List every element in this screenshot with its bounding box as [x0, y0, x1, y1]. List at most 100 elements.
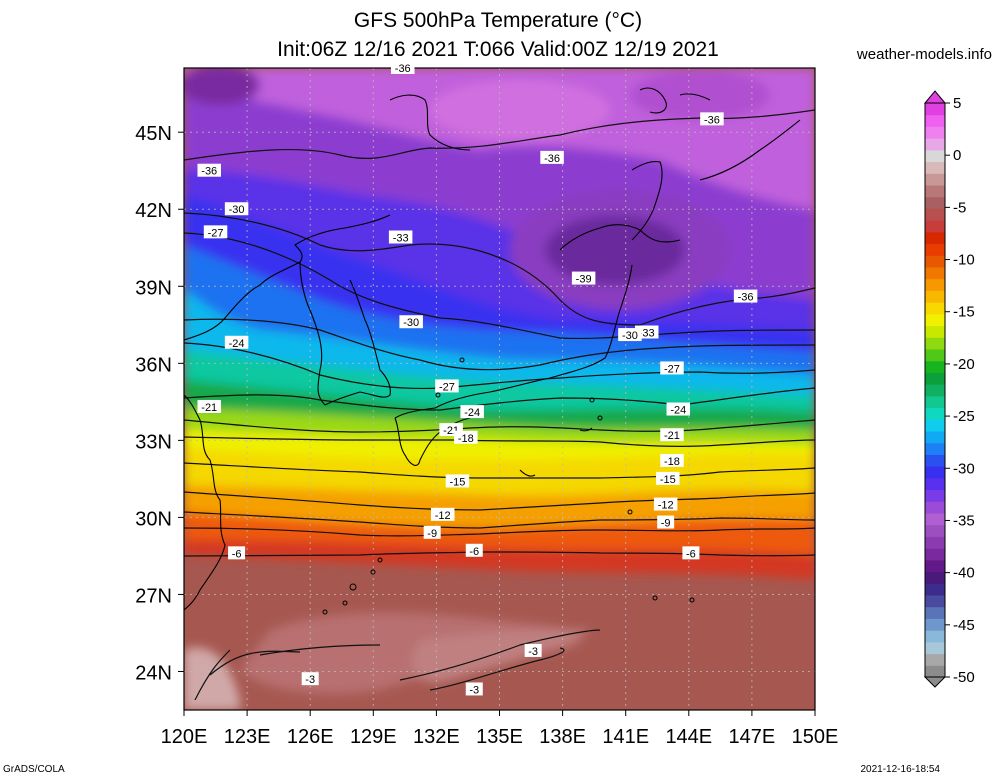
- contour-label-bg: [666, 402, 691, 416]
- contour-label: -24: [464, 407, 480, 419]
- colorbar-swatch: [925, 466, 945, 479]
- colorbar-swatch: [925, 419, 945, 432]
- lat-label: 33N: [135, 431, 172, 453]
- lon-label: 135E: [476, 726, 523, 748]
- contour-label: -3: [305, 674, 315, 686]
- contour-label: -27: [208, 227, 224, 239]
- colorbar-swatch: [925, 185, 945, 198]
- lon-label: 126E: [287, 726, 334, 748]
- colorbar-swatch: [925, 442, 945, 455]
- lon-label: 141E: [602, 726, 649, 748]
- contour-label: -15: [660, 474, 676, 486]
- colorbar-swatch: [925, 524, 945, 537]
- contour-label-bg: [224, 202, 249, 216]
- lat-label: 45N: [135, 123, 172, 145]
- lon-label: 129E: [350, 726, 397, 748]
- colorbar-swatch: [925, 290, 945, 303]
- contour-label: -21: [201, 402, 217, 414]
- contour-label-bg: [301, 672, 319, 686]
- lon-label: 150E: [792, 726, 839, 748]
- colorbar-frame: [924, 102, 946, 678]
- contour-label-bg: [228, 546, 246, 560]
- contour-label: -9: [661, 518, 671, 530]
- lat-label: 27N: [135, 585, 172, 607]
- chart-subtitle: Init:06Z 12/16 2021 T:066 Valid:00Z 12/1…: [277, 38, 719, 61]
- lon-label: 138E: [539, 726, 586, 748]
- contour-label: -18: [458, 433, 474, 445]
- colorbar-swatch: [925, 278, 945, 291]
- contour-label-bg: [197, 399, 221, 413]
- site-credit: weather-models.info: [856, 46, 992, 63]
- colorbar-label: 0: [953, 147, 961, 164]
- colorbar-swatch: [925, 407, 945, 420]
- colorbar-swatch: [925, 595, 945, 608]
- colorbar-swatch: [925, 395, 945, 409]
- colorbar-swatch: [925, 583, 945, 596]
- timestamp: 2021-12-16-18:54: [860, 764, 940, 775]
- contour-label: -30: [229, 204, 245, 216]
- contour-label-bg: [224, 335, 249, 349]
- contour-label: -15: [449, 476, 465, 488]
- colorbar-swatch: [925, 114, 945, 127]
- contour-label: -36: [704, 114, 720, 126]
- contour-label-bg: [390, 61, 415, 74]
- contour-label: -24: [670, 405, 686, 417]
- contour-label: -18: [664, 456, 680, 468]
- colorbar-label: -10: [953, 252, 975, 269]
- contour-label: -24: [229, 338, 245, 350]
- contour-label-bg: [454, 430, 478, 444]
- contour-label-bg: [700, 112, 724, 126]
- colorbar-swatch: [925, 103, 945, 116]
- contour-label: -36: [395, 63, 411, 75]
- colorbar-swatch: [925, 161, 945, 174]
- contour-label-bg: [524, 643, 542, 657]
- colorbar-label: -20: [953, 356, 975, 373]
- contour-label-bg: [445, 474, 470, 488]
- colorbar-swatch: [925, 313, 945, 327]
- contour-label: -12: [658, 500, 674, 512]
- colorbar-swatch: [925, 220, 945, 233]
- contour-label: -6: [469, 546, 479, 558]
- grads-credit: GrADS/COLA: [3, 764, 65, 775]
- contour-label: -33: [639, 328, 655, 340]
- colorbar-swatch: [925, 255, 945, 268]
- colorbar-swatch: [925, 267, 945, 280]
- lon-label: 144E: [665, 726, 712, 748]
- colorbar-swatch: [925, 349, 945, 362]
- colorbar-swatch: [925, 325, 945, 338]
- colorbar-swatch: [925, 243, 945, 256]
- lat-lon-grid: [184, 68, 815, 710]
- contour-label-bg: [430, 507, 455, 521]
- colorbar-swatch: [925, 641, 945, 655]
- colorbar-swatch: [925, 606, 945, 619]
- contour-label-bg: [388, 230, 413, 244]
- contour-label-bg: [656, 471, 680, 485]
- colorbar-swatch: [925, 630, 945, 643]
- contour-label: -3: [469, 684, 479, 696]
- contour-label: -12: [435, 510, 451, 522]
- contour-label: -27: [664, 363, 680, 375]
- lat-label: 30N: [135, 508, 172, 530]
- lat-label: 24N: [135, 662, 172, 684]
- colorbar: 5 0 -5 -10 -15 -20 -25 -30 -35 -40 -45 -50: [923, 90, 975, 688]
- contour-label-bg: [571, 271, 596, 285]
- colorbar-label: -30: [953, 460, 975, 477]
- contour-label: -9: [427, 528, 437, 540]
- contour-label: -36: [201, 166, 217, 178]
- colorbar-swatch: [925, 571, 945, 584]
- contour-label-bg: [435, 379, 459, 393]
- contour-label-bg: [682, 546, 700, 560]
- colorbar-swatch: [925, 173, 945, 186]
- contour-label: -3: [528, 646, 538, 658]
- colorbar-max-arrow: [923, 90, 947, 104]
- contour-label-bg: [660, 428, 684, 442]
- contour-label: -21: [664, 430, 680, 442]
- colorbar-swatch: [925, 337, 945, 350]
- contour-label-bg: [465, 543, 483, 557]
- chart-title: GFS 500hPa Temperature (°C): [353, 9, 643, 32]
- lon-label: 147E: [729, 726, 776, 748]
- colorbar-swatch: [925, 360, 945, 373]
- colorbar-swatch: [925, 138, 945, 151]
- contour-label: -33: [393, 232, 409, 244]
- colorbar-swatch: [925, 431, 945, 444]
